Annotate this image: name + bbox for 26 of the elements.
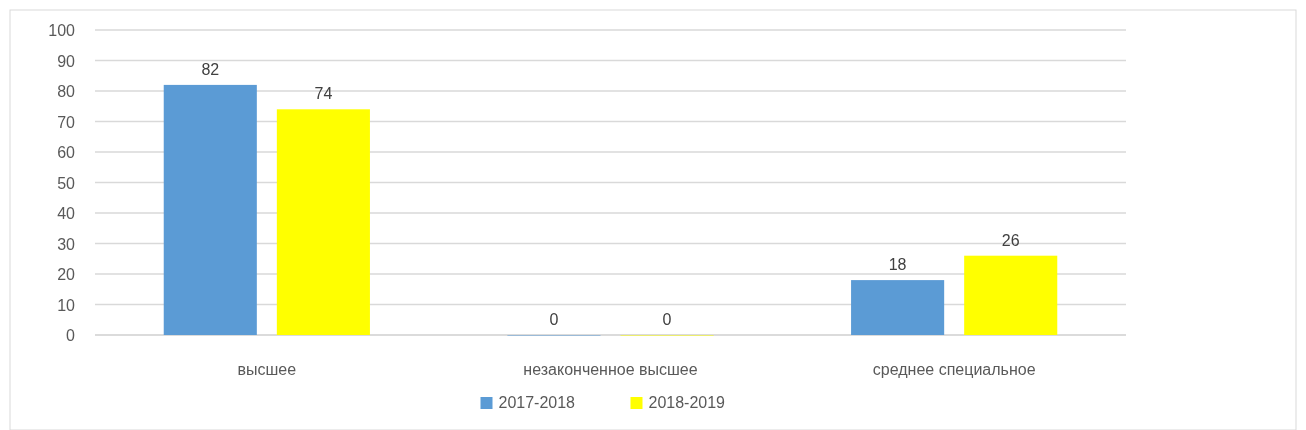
legend-label: 2017-2018 xyxy=(498,394,576,411)
bar xyxy=(964,255,1058,335)
y-tick-label: 0 xyxy=(66,327,76,344)
y-tick-label: 40 xyxy=(57,205,76,222)
data-label: 0 xyxy=(662,311,672,328)
data-label: 0 xyxy=(549,311,559,328)
data-label: 26 xyxy=(1001,231,1020,249)
legend-label: 2018-2019 xyxy=(648,394,726,411)
y-tick-label: 100 xyxy=(48,22,76,39)
y-tick-label: 10 xyxy=(57,296,76,314)
y-tick-label: 20 xyxy=(57,266,76,283)
x-tick-label: незаконченное высшее xyxy=(523,361,698,378)
bar xyxy=(276,109,370,335)
y-tick-label: 70 xyxy=(57,113,76,131)
y-tick-label: 80 xyxy=(57,83,76,100)
x-tick-label: высшее xyxy=(237,361,297,378)
y-tick-label: 60 xyxy=(57,144,76,161)
y-tick-label: 50 xyxy=(57,174,76,192)
y-tick-label: 90 xyxy=(57,52,76,70)
data-label: 18 xyxy=(888,256,907,274)
x-tick-label: среднее специальное xyxy=(872,361,1036,378)
bar xyxy=(851,280,945,335)
data-label: 82 xyxy=(201,60,220,78)
y-tick-label: 30 xyxy=(57,235,76,253)
data-label: 74 xyxy=(314,85,333,103)
bar xyxy=(163,84,257,335)
